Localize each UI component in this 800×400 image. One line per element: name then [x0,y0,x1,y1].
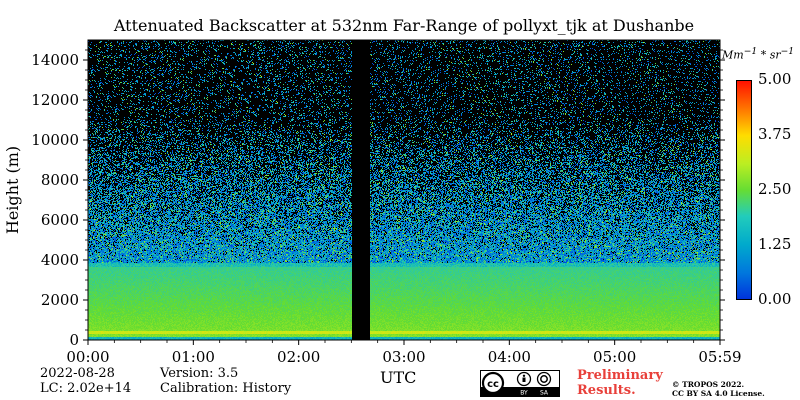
y-tick-label: 14000 [31,51,79,69]
x-tick-label: 02:00 [277,348,320,366]
y-tick-label: 10000 [31,131,79,149]
colorbar-tick-label: 0.00 [758,290,792,308]
y-tick-label: 4000 [41,251,79,269]
copyright-notice: © TROPOS 2022. CC BY SA 4.0 License. [672,380,765,398]
colorbar-tick-label: 5.00 [758,70,792,88]
copyright-line-1: © TROPOS 2022. [672,380,745,389]
version-text: Version: 3.5 [160,366,239,381]
x-tick-label: 03:00 [382,348,425,366]
colorbar-tick-label: 1.25 [758,235,792,253]
cc-icon: cc [481,371,505,395]
colorbar-tick-label: 2.50 [758,180,792,198]
plot-area [88,40,720,340]
x-tick-label: 04:00 [488,348,531,366]
backscatter-heatmap [88,40,720,340]
svg-text:SA: SA [540,390,549,397]
calibration-text: Calibration: History [160,381,292,396]
preliminary-notice: Preliminary Results. [577,368,663,398]
plot-frame [87,39,721,341]
sa-icon [536,371,552,387]
x-tick-label: 01:00 [172,348,215,366]
y-tick-label: 2000 [41,291,79,309]
colorbar [736,80,752,300]
svg-text:cc: cc [487,379,499,390]
date-text: 2022-08-28 [40,366,115,381]
copyright-line-2: CC BY SA 4.0 License. [672,389,765,398]
colorbar-unit: Mm−1 * sr−1 [722,46,795,62]
svg-text:BY: BY [520,390,528,397]
y-tick-label: 12000 [31,91,79,109]
by-icon [516,371,532,387]
y-tick-label: 6000 [41,211,79,229]
x-tick-label: 05:59 [698,348,741,366]
x-axis-label: UTC [380,368,417,387]
preliminary-line-2: Results. [577,383,636,398]
y-tick-label: 8000 [41,171,79,189]
colorbar-tick-label: 3.75 [758,125,792,143]
y-axis-label: Height (m) [3,146,22,234]
lidar-constant-text: LC: 2.02e+14 [40,381,132,396]
y-tick-label: 0 [69,331,79,349]
x-tick-label: 05:00 [593,348,636,366]
x-tick-label: 00:00 [66,348,109,366]
chart-title: Attenuated Backscatter at 532nm Far-Rang… [113,16,695,35]
cc-license-badge: cc BY SA [480,370,560,397]
preliminary-line-1: Preliminary [577,368,663,383]
